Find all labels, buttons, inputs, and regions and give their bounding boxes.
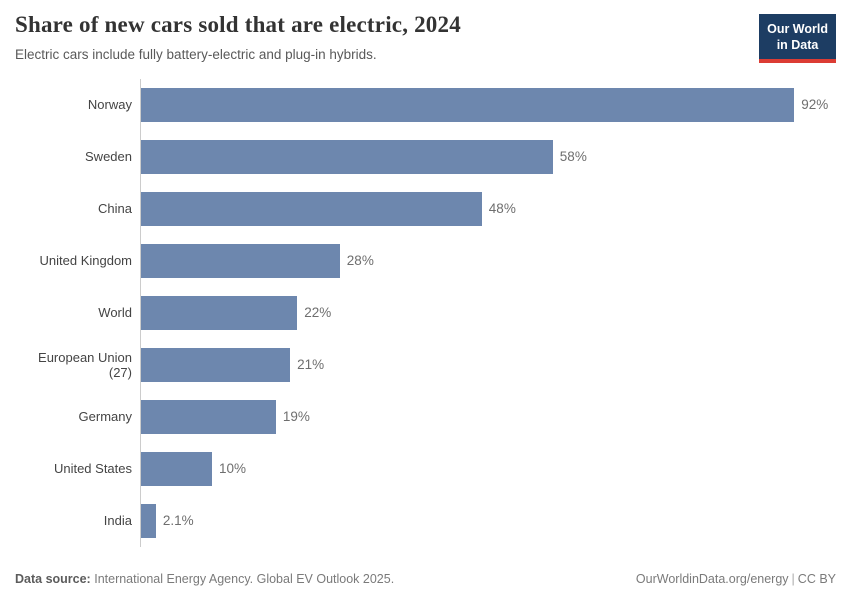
chart-row: Norway 92% xyxy=(15,78,836,131)
bar-chart: Norway 92% Sweden 58% China 48% United K… xyxy=(0,78,850,547)
value-label: 19% xyxy=(282,409,310,424)
bar-track: 2.1% xyxy=(140,494,836,547)
value-label: 22% xyxy=(304,305,332,320)
bar-track: 58% xyxy=(140,130,836,183)
data-source-note: Data source: International Energy Agency… xyxy=(15,572,394,586)
header-text: Share of new cars sold that are electric… xyxy=(15,12,461,62)
owid-logo-line2: in Data xyxy=(776,38,819,53)
category-label: European Union (27) xyxy=(38,349,132,380)
chart-row: United Kingdom 28% xyxy=(15,234,836,287)
bar xyxy=(141,243,340,278)
chart-row: Germany 19% xyxy=(15,390,836,443)
value-label: 2.1% xyxy=(162,513,194,528)
chart-row: European Union (27) 21% xyxy=(15,338,836,391)
chart-footer: Data source: International Energy Agency… xyxy=(15,572,836,586)
owid-logo[interactable]: Our World in Data xyxy=(759,14,836,63)
category-label: Germany xyxy=(78,409,132,424)
bar-track: 19% xyxy=(140,390,836,443)
bar xyxy=(141,503,156,538)
chart-header: Share of new cars sold that are electric… xyxy=(0,0,850,63)
chart-row: World 22% xyxy=(15,286,836,339)
value-label: 48% xyxy=(488,201,516,216)
category-label: Sweden xyxy=(85,149,132,164)
bar xyxy=(141,191,482,226)
bar-track: 92% xyxy=(140,78,836,131)
chart-row: Sweden 58% xyxy=(15,130,836,183)
category-label: China xyxy=(98,201,132,216)
owid-energy-link[interactable]: OurWorldinData.org/energy xyxy=(635,572,789,586)
license-badge: CC BY xyxy=(797,572,836,586)
owid-logo-line1: Our World xyxy=(767,22,828,36)
category-label: Norway xyxy=(87,97,132,112)
category-label: India xyxy=(103,513,132,528)
bar xyxy=(141,295,298,330)
bar-track: 10% xyxy=(140,442,836,495)
bar-track: 21% xyxy=(140,338,836,391)
category-label: United States xyxy=(53,461,132,476)
bar xyxy=(141,451,212,486)
bar-track: 28% xyxy=(140,234,836,287)
data-source-text: International Energy Agency. Global EV O… xyxy=(94,572,395,586)
bar-track: 48% xyxy=(140,182,836,235)
value-label: 58% xyxy=(559,149,587,164)
chart-row: United States 10% xyxy=(15,442,836,495)
bar-track: 22% xyxy=(140,286,836,339)
bar xyxy=(141,399,276,434)
value-label: 28% xyxy=(346,253,374,268)
chart-row: China 48% xyxy=(15,182,836,235)
bar xyxy=(141,139,553,174)
chart-row: India 2.1% xyxy=(15,494,836,547)
value-label: 10% xyxy=(219,461,247,476)
bar xyxy=(141,347,291,382)
page-subtitle: Electric cars include fully battery-elec… xyxy=(15,47,377,62)
value-label: 92% xyxy=(801,97,829,112)
bar xyxy=(141,87,795,122)
category-label: World xyxy=(98,305,132,320)
value-label: 21% xyxy=(297,357,325,372)
attribution: OurWorldinData.org/energy | CC BY xyxy=(636,572,836,586)
footer-divider: | xyxy=(791,572,795,586)
data-source-label: Data source: xyxy=(15,572,91,586)
category-label: United Kingdom xyxy=(39,253,133,268)
page-title: Share of new cars sold that are electric… xyxy=(15,12,461,37)
